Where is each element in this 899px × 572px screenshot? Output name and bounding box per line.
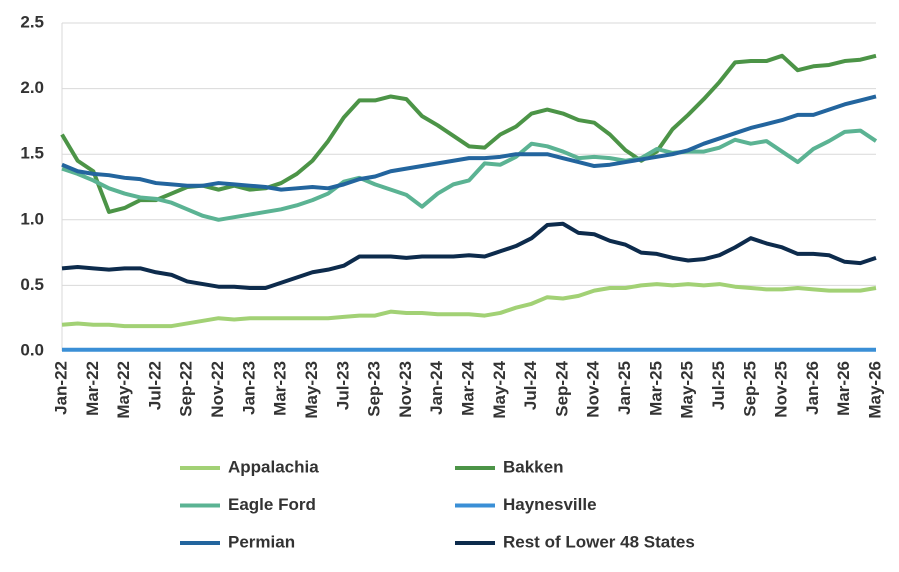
series-line <box>61 94 877 192</box>
x-tick-label: Jul-22 <box>145 361 164 410</box>
x-tick-label: Nov-23 <box>396 361 415 418</box>
x-tick-label: Jul-25 <box>709 361 728 410</box>
x-tick-label: Mar-25 <box>646 361 665 416</box>
x-tick-label: Mar-24 <box>458 360 477 415</box>
x-tick-label: Sep-25 <box>740 361 759 417</box>
x-tick-label: Sep-24 <box>552 360 571 416</box>
x-tick-label: Jul-24 <box>521 360 540 410</box>
x-tick-label: May-24 <box>490 360 509 418</box>
y-tick-label: 0.5 <box>20 275 44 294</box>
x-tick-label: May-25 <box>678 361 697 419</box>
x-tick-label: Jan-22 <box>51 361 70 415</box>
x-tick-label: May-26 <box>865 361 884 419</box>
y-tick-label: 0.0 <box>20 340 44 359</box>
y-tick-label: 2.0 <box>20 78 44 97</box>
x-tick-label: Jan-23 <box>239 361 258 415</box>
y-tick-label: 2.5 <box>20 12 44 31</box>
x-tick-label: Jan-25 <box>615 361 634 415</box>
x-tick-label: Sep-23 <box>365 361 384 417</box>
series-line <box>61 282 877 329</box>
x-tick-label: Jan-26 <box>803 361 822 415</box>
x-tick-label: Mar-22 <box>83 361 102 416</box>
legend-label: Rest of Lower 48 States <box>503 532 695 551</box>
legend-label: Haynesville <box>503 495 597 514</box>
x-tick-label: Sep-22 <box>177 361 196 417</box>
x-tick-label: Nov-25 <box>772 361 791 418</box>
x-tick-label: Mar-26 <box>834 361 853 416</box>
legend-label: Bakken <box>503 457 563 476</box>
x-tick-label: Mar-23 <box>271 361 290 416</box>
x-tick-label: May-23 <box>302 361 321 419</box>
series-line <box>60 53 877 214</box>
x-tick-label: Jul-23 <box>333 361 352 410</box>
x-tick-label: Nov-22 <box>208 361 227 418</box>
legend-label: Permian <box>228 532 295 551</box>
series-line <box>61 128 878 222</box>
y-tick-label: 1.5 <box>20 144 44 163</box>
series-line <box>61 221 877 291</box>
legend-label: Eagle Ford <box>228 495 316 514</box>
x-tick-label: Jan-24 <box>427 360 446 414</box>
x-tick-label: May-22 <box>114 361 133 419</box>
x-tick-label: Nov-24 <box>584 360 603 417</box>
y-tick-label: 1.0 <box>20 209 44 228</box>
legend-label: Appalachia <box>228 457 319 476</box>
